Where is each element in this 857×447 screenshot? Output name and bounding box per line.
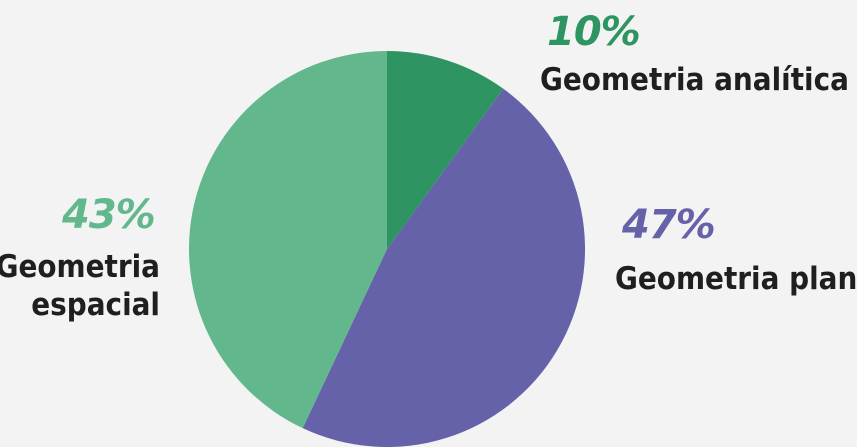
slice-plana-percent: 47%: [622, 202, 716, 248]
slice-plana: [302, 88, 586, 447]
slice-espacial: [188, 50, 387, 429]
slice-analitica-label: Geometria analítica: [540, 62, 849, 98]
slice-espacial-label-line-1: Geometria: [0, 249, 160, 285]
slice-analitica-percent: 10%: [547, 9, 641, 55]
slice-plana-label: Geometria plana: [615, 261, 857, 297]
pie-slices: [188, 50, 586, 447]
slice-espacial-label: Geometria espacial: [0, 248, 160, 324]
slice-espacial-label-line-2: espacial: [31, 287, 160, 323]
slice-analitica: [387, 51, 504, 249]
slice-espacial-percent: 43%: [62, 192, 156, 238]
